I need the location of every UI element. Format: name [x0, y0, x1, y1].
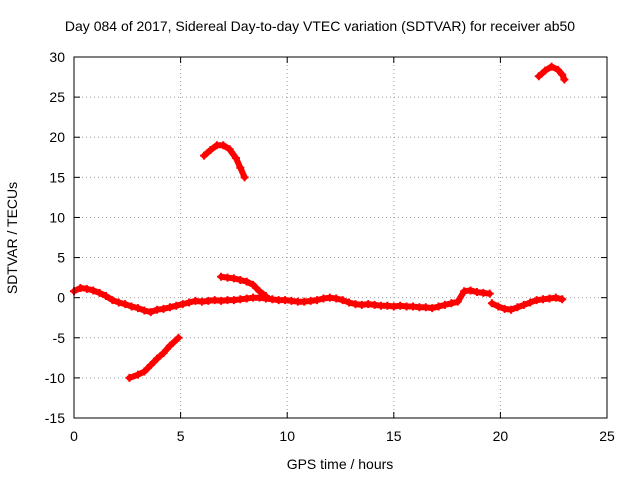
y-axis-label: SDTVAR / TECUs	[4, 181, 20, 295]
data-point	[338, 296, 347, 305]
series-rising-track	[125, 333, 183, 382]
y-tick-label: 10	[49, 209, 65, 225]
data-point	[558, 295, 567, 304]
data-point	[236, 276, 245, 285]
data-point	[82, 284, 91, 293]
data-point	[219, 141, 228, 150]
series-late-track	[487, 293, 567, 314]
data-point	[345, 298, 354, 307]
data-point	[89, 286, 98, 295]
y-tick-label: -10	[45, 370, 65, 386]
data-point	[101, 292, 110, 301]
data-point	[140, 306, 149, 315]
data-point	[255, 287, 264, 296]
data-point	[534, 72, 543, 81]
data-point	[185, 298, 194, 307]
data-point	[487, 299, 496, 308]
grid-lines	[74, 57, 607, 418]
data-point	[108, 296, 117, 305]
data-point	[507, 305, 516, 314]
data-point	[236, 163, 245, 172]
data-point	[242, 277, 251, 286]
y-tick-label: 0	[57, 290, 65, 306]
data-point	[558, 70, 567, 79]
y-tick-label: -15	[45, 410, 65, 426]
data-point	[174, 333, 183, 342]
data-point	[261, 292, 270, 301]
x-axis-label: GPS time / hours	[286, 456, 394, 472]
data-point	[447, 299, 456, 308]
data-point	[146, 361, 155, 370]
x-tick-label: 15	[386, 428, 402, 444]
data-point	[249, 280, 258, 289]
data-point	[165, 303, 174, 312]
data-point	[206, 146, 215, 155]
data-point	[547, 62, 556, 71]
data-point	[494, 302, 503, 311]
data-point	[140, 367, 149, 376]
y-tick-label: -5	[53, 330, 66, 346]
y-tick-label: 30	[49, 49, 65, 65]
x-tick-label: 20	[493, 428, 509, 444]
series-top-track	[534, 62, 569, 84]
y-tick-label: 20	[49, 129, 65, 145]
x-tick-label: 10	[279, 428, 295, 444]
data-point	[232, 154, 241, 163]
data-point	[560, 75, 569, 84]
x-tick-label: 0	[70, 428, 78, 444]
data-point	[172, 301, 181, 310]
data-point	[428, 304, 437, 313]
data-point	[125, 373, 134, 382]
data-point	[133, 304, 142, 313]
data-point	[526, 298, 535, 307]
x-tick-label: 25	[599, 428, 615, 444]
data-point	[453, 297, 462, 306]
data-point	[485, 289, 494, 298]
data-point	[240, 173, 249, 182]
y-tick-label: 15	[49, 169, 65, 185]
data-point	[519, 300, 528, 309]
data-point	[440, 300, 449, 309]
data-point	[153, 354, 162, 363]
data-points	[70, 62, 569, 382]
data-point	[225, 145, 234, 154]
data-point	[159, 349, 168, 358]
series-main-track	[70, 284, 494, 317]
data-point	[466, 286, 475, 295]
series-branch-track	[217, 272, 270, 301]
data-point	[114, 298, 123, 307]
plot-frame	[73, 56, 608, 419]
data-point	[313, 296, 322, 305]
data-point	[551, 293, 560, 302]
data-point	[178, 300, 187, 309]
x-tick-label: 5	[177, 428, 185, 444]
data-point	[159, 304, 168, 313]
y-tick-label: 5	[57, 250, 65, 266]
data-point	[133, 370, 142, 379]
chart-title: Day 084 of 2017, Sidereal Day-to-day VTE…	[64, 18, 576, 34]
data-point	[513, 303, 522, 312]
y-tick-label: 25	[49, 89, 65, 105]
data-point	[165, 341, 174, 350]
axis-ticks: 0 5 10 15 20 25 -15 -10 -5 0 5 10 15 20 25 30	[45, 49, 615, 444]
data-point	[95, 288, 104, 297]
data-point	[332, 294, 341, 303]
data-point	[127, 302, 136, 311]
data-point	[121, 300, 130, 309]
data-point	[200, 151, 209, 160]
series-arc-track	[200, 141, 249, 182]
data-point	[541, 66, 550, 75]
data-point	[229, 274, 238, 283]
data-point	[146, 308, 155, 317]
data-point	[553, 65, 562, 74]
data-point	[434, 302, 443, 311]
